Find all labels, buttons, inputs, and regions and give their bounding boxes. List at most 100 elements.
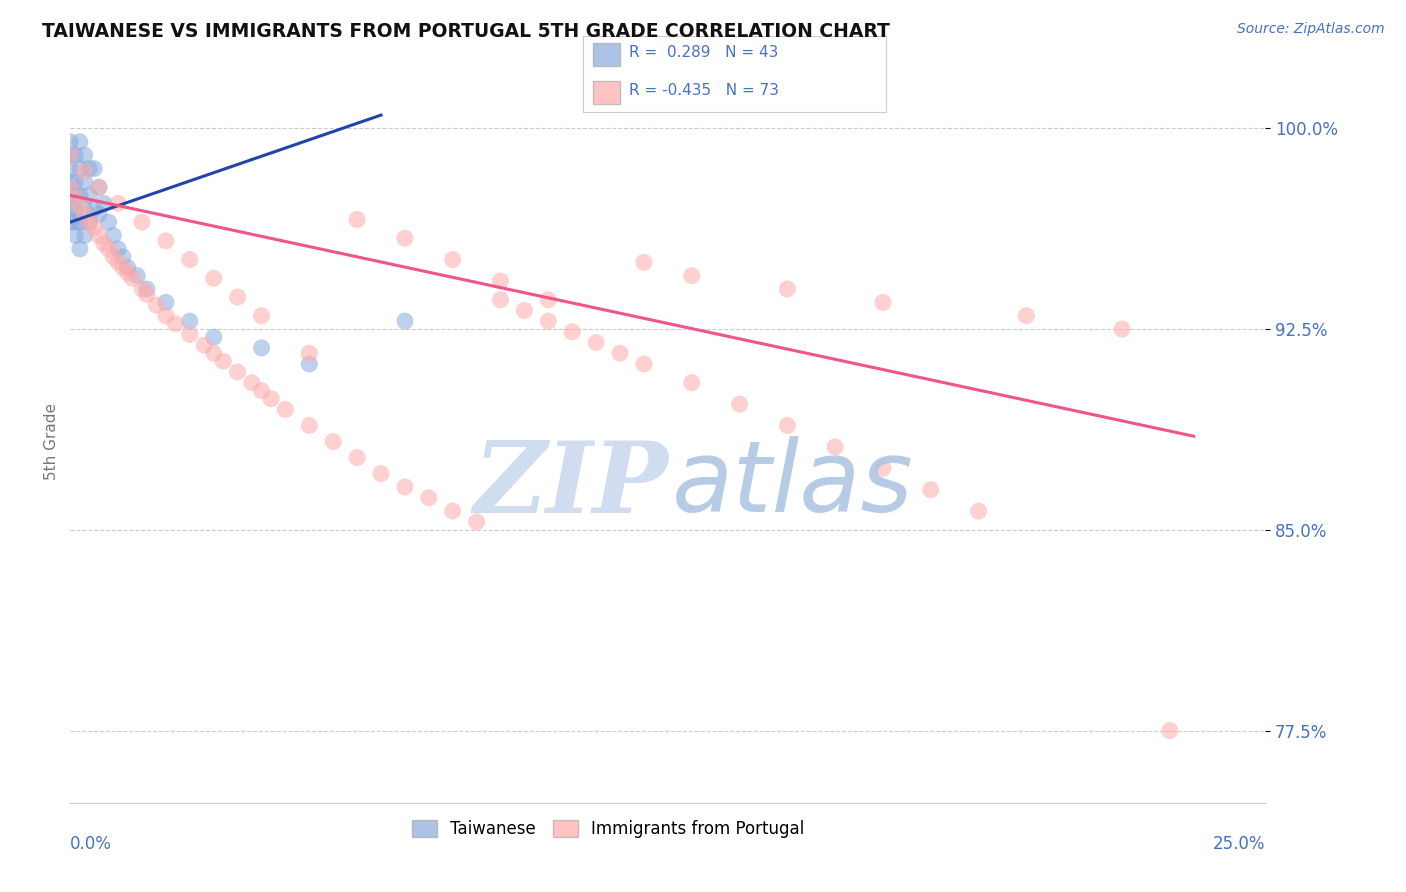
Point xyxy=(59,135,82,149)
Point xyxy=(103,228,125,243)
Point xyxy=(93,236,115,251)
Point xyxy=(69,215,91,229)
Point xyxy=(73,164,96,178)
Point xyxy=(73,207,96,221)
Point xyxy=(179,252,201,267)
Point xyxy=(131,282,153,296)
Point xyxy=(63,148,86,162)
Point xyxy=(441,252,464,267)
Point xyxy=(872,461,894,475)
Point xyxy=(274,402,297,417)
Legend: Taiwanese, Immigrants from Portugal: Taiwanese, Immigrants from Portugal xyxy=(405,814,811,845)
Point xyxy=(117,260,139,275)
Point xyxy=(73,175,96,189)
Point xyxy=(1015,309,1038,323)
Point xyxy=(298,346,321,360)
Point xyxy=(79,188,101,202)
Point xyxy=(121,271,143,285)
Y-axis label: 5th Grade: 5th Grade xyxy=(44,403,59,480)
Point xyxy=(79,215,101,229)
Text: ZIP: ZIP xyxy=(472,437,668,533)
Point xyxy=(776,282,799,296)
Point xyxy=(63,188,86,202)
Point xyxy=(63,228,86,243)
Point xyxy=(97,242,120,256)
Point xyxy=(561,325,583,339)
Point xyxy=(73,228,96,243)
Point xyxy=(920,483,942,497)
Point xyxy=(59,188,82,202)
Point xyxy=(824,440,846,454)
Point xyxy=(394,314,416,328)
Point xyxy=(202,346,225,360)
Point xyxy=(322,434,344,449)
Point xyxy=(298,418,321,433)
Point xyxy=(260,392,283,406)
Point xyxy=(513,303,536,318)
Point xyxy=(193,338,215,352)
Point xyxy=(69,188,91,202)
Point xyxy=(111,250,134,264)
Point xyxy=(87,228,110,243)
Point xyxy=(298,357,321,371)
Point xyxy=(537,293,560,307)
Point xyxy=(59,161,82,176)
Point xyxy=(489,274,512,288)
Point xyxy=(79,215,101,229)
Point xyxy=(165,317,187,331)
Bar xyxy=(592,44,620,66)
Point xyxy=(202,330,225,344)
Point xyxy=(131,215,153,229)
Point xyxy=(69,242,91,256)
Point xyxy=(370,467,392,481)
Point xyxy=(967,504,990,518)
Point xyxy=(1111,322,1133,336)
Point xyxy=(107,242,129,256)
Point xyxy=(155,309,177,323)
Point xyxy=(155,234,177,248)
Point xyxy=(776,418,799,433)
Point xyxy=(117,266,139,280)
Point xyxy=(489,293,512,307)
Text: 0.0%: 0.0% xyxy=(70,835,112,854)
Point xyxy=(69,161,91,176)
Point xyxy=(59,215,82,229)
Point xyxy=(79,161,101,176)
Point xyxy=(465,515,488,529)
Point xyxy=(212,354,235,368)
Text: TAIWANESE VS IMMIGRANTS FROM PORTUGAL 5TH GRADE CORRELATION CHART: TAIWANESE VS IMMIGRANTS FROM PORTUGAL 5T… xyxy=(42,22,890,41)
Point xyxy=(681,268,703,283)
Point xyxy=(537,314,560,328)
Point xyxy=(87,180,110,194)
Point xyxy=(63,191,86,205)
Point xyxy=(69,135,91,149)
Text: atlas: atlas xyxy=(672,436,912,533)
Point xyxy=(202,271,225,285)
Point xyxy=(63,215,86,229)
Point xyxy=(394,480,416,494)
Point xyxy=(418,491,440,505)
Point xyxy=(73,202,96,216)
Point xyxy=(226,365,249,379)
Point xyxy=(346,212,368,227)
Point xyxy=(633,357,655,371)
Point xyxy=(103,250,125,264)
Bar xyxy=(592,81,620,104)
Point xyxy=(59,148,82,162)
Point xyxy=(250,341,273,355)
Point xyxy=(681,376,703,390)
Point xyxy=(97,215,120,229)
Point xyxy=(69,199,91,213)
Point xyxy=(346,450,368,465)
Point xyxy=(107,255,129,269)
Point xyxy=(240,376,263,390)
Point xyxy=(250,384,273,398)
Point xyxy=(63,175,86,189)
Point xyxy=(394,231,416,245)
Point xyxy=(609,346,631,360)
Text: R = -0.435   N = 73: R = -0.435 N = 73 xyxy=(628,83,779,98)
Point xyxy=(83,161,105,176)
Point xyxy=(250,309,273,323)
Point xyxy=(59,180,82,194)
Point xyxy=(63,202,86,216)
